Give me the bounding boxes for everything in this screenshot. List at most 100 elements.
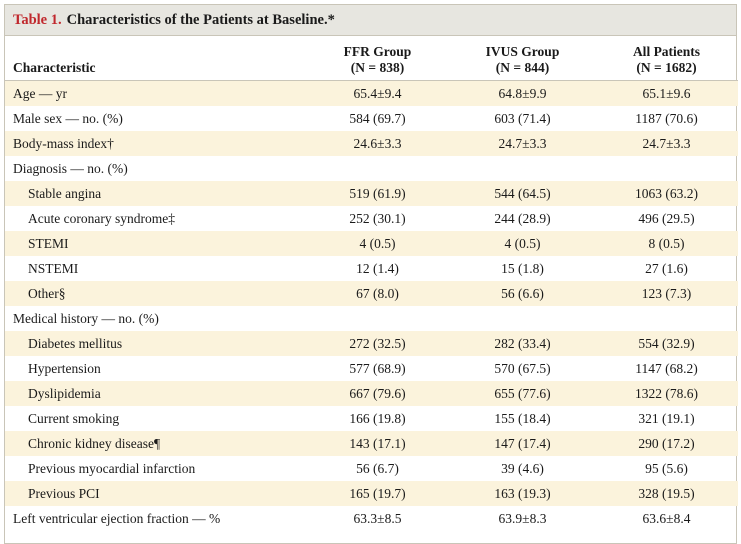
table-body: Age — yr 65.4±9.4 64.8±9.9 65.1±9.6 Male…: [5, 80, 738, 532]
header-ffr-group: FFR Group (N = 838): [305, 36, 450, 81]
cell-ivus: [450, 306, 595, 331]
table-row: Left ventricular ejection fraction — % 6…: [5, 506, 738, 531]
cell-all: 496 (29.5): [638, 211, 695, 226]
cell-all: 63.6±8.4: [642, 511, 691, 526]
row-label: Previous PCI: [5, 481, 305, 506]
cell-all: 554 (32.9): [595, 331, 738, 356]
cell-ffr: 252 (30.1): [349, 211, 406, 226]
cell-ivus: [450, 156, 595, 181]
cell-ivus: 64.8±9.9: [450, 80, 595, 106]
cell-ffr: 165 (19.7): [305, 481, 450, 506]
cell-ivus: 39 (4.6): [501, 461, 544, 476]
row-label: Dyslipidemia: [5, 381, 305, 406]
baseline-characteristics-table: Characteristic FFR Group (N = 838) IVUS …: [5, 36, 738, 531]
cell-all: 65.1±9.6: [595, 80, 738, 106]
header-characteristic: Characteristic: [5, 36, 305, 81]
cell-ffr: 667 (79.6): [305, 381, 450, 406]
header-ffr-count: (N = 838): [350, 60, 405, 75]
table-row-section: Diagnosis — no. (%): [5, 156, 738, 181]
table-row: Current smoking 166 (19.8) 155 (18.4) 32…: [5, 406, 738, 431]
cell-all: 1147 (68.2): [635, 361, 698, 376]
table-header-row: Characteristic FFR Group (N = 838) IVUS …: [5, 36, 738, 81]
section-label-diagnosis: Diagnosis — no. (%): [13, 161, 128, 176]
cell-ffr: 272 (32.5): [305, 331, 450, 356]
table-row: Male sex — no. (%) 584 (69.7) 603 (71.4)…: [5, 106, 738, 131]
header-all-count: (N = 1682): [636, 60, 697, 75]
row-label: Previous myocardial infarction: [28, 461, 196, 476]
cell-ffr: 143 (17.1): [305, 431, 450, 456]
row-label: STEMI: [5, 231, 305, 256]
cell-all: 123 (7.3): [595, 281, 738, 306]
cell-all: 8 (0.5): [595, 231, 738, 256]
table-row: Other§ 67 (8.0) 56 (6.6) 123 (7.3): [5, 281, 738, 306]
cell-ffr: [305, 306, 450, 331]
cell-all: 1187 (70.6): [635, 111, 698, 126]
cell-all: 24.7±3.3: [595, 131, 738, 156]
row-label: Other§: [5, 281, 305, 306]
cell-ffr: 577 (68.9): [349, 361, 406, 376]
cell-ffr: 4 (0.5): [305, 231, 450, 256]
cell-ivus: 544 (64.5): [450, 181, 595, 206]
section-label-medical-history: Medical history — no. (%): [13, 311, 159, 326]
table-row: Stable angina 519 (61.9) 544 (64.5) 1063…: [5, 181, 738, 206]
cell-all: 1063 (63.2): [595, 181, 738, 206]
cell-ivus: 56 (6.6): [450, 281, 595, 306]
cell-ivus: 63.9±8.3: [498, 511, 547, 526]
row-label: Hypertension: [28, 361, 101, 376]
cell-ivus: 603 (71.4): [494, 111, 551, 126]
table-row: Body-mass index† 24.6±3.3 24.7±3.3 24.7±…: [5, 131, 738, 156]
row-label: Current smoking: [28, 411, 120, 426]
cell-all: 328 (19.5): [595, 481, 738, 506]
cell-all: 1322 (78.6): [595, 381, 738, 406]
cell-ffr: 12 (1.4): [356, 261, 399, 276]
cell-ivus: 4 (0.5): [450, 231, 595, 256]
row-label: Age — yr: [5, 80, 305, 106]
cell-ffr: 65.4±9.4: [305, 80, 450, 106]
cell-all: 321 (19.1): [638, 411, 695, 426]
table-title: Characteristics of the Patients at Basel…: [66, 11, 335, 28]
cell-all: 95 (5.6): [645, 461, 688, 476]
header-ivus-group: IVUS Group (N = 844): [450, 36, 595, 81]
table-row: Previous PCI 165 (19.7) 163 (19.3) 328 (…: [5, 481, 738, 506]
table-row: STEMI 4 (0.5) 4 (0.5) 8 (0.5): [5, 231, 738, 256]
table-row: Acute coronary syndrome‡ 252 (30.1) 244 …: [5, 206, 738, 231]
cell-all: [595, 156, 738, 181]
cell-ivus: 655 (77.6): [450, 381, 595, 406]
cell-all: [595, 306, 738, 331]
table-row: NSTEMI 12 (1.4) 15 (1.8) 27 (1.6): [5, 256, 738, 281]
table-row-section: Medical history — no. (%): [5, 306, 738, 331]
cell-ivus: 155 (18.4): [494, 411, 551, 426]
row-label: Body-mass index†: [5, 131, 305, 156]
cell-ivus: 15 (1.8): [501, 261, 544, 276]
cell-ivus: 24.7±3.3: [450, 131, 595, 156]
row-label: Stable angina: [5, 181, 305, 206]
cell-ffr: 584 (69.7): [349, 111, 406, 126]
cell-ivus: 570 (67.5): [494, 361, 551, 376]
cell-ivus: 244 (28.9): [494, 211, 551, 226]
cell-ivus: 282 (33.4): [450, 331, 595, 356]
row-label: Chronic kidney disease¶: [5, 431, 305, 456]
cell-ivus: 147 (17.4): [450, 431, 595, 456]
cell-ffr: 24.6±3.3: [305, 131, 450, 156]
header-ffr-name: FFR Group: [343, 44, 412, 59]
cell-ffr: 166 (19.8): [349, 411, 406, 426]
table-row: Previous myocardial infarction 56 (6.7) …: [5, 456, 738, 481]
table-row: Diabetes mellitus 272 (32.5) 282 (33.4) …: [5, 331, 738, 356]
cell-ffr: [305, 156, 450, 181]
header-ivus-count: (N = 844): [495, 60, 550, 75]
cell-ffr: 56 (6.7): [356, 461, 399, 476]
cell-ffr: 519 (61.9): [305, 181, 450, 206]
cell-all: 290 (17.2): [595, 431, 738, 456]
table-number: Table 1.: [13, 11, 62, 28]
cell-all: 27 (1.6): [645, 261, 688, 276]
row-label: Acute coronary syndrome‡: [28, 211, 175, 226]
header-all-patients: All Patients (N = 1682): [595, 36, 738, 81]
cell-ffr: 63.3±8.5: [353, 511, 402, 526]
row-label: Left ventricular ejection fraction — %: [13, 511, 221, 526]
cell-ffr: 67 (8.0): [305, 281, 450, 306]
header-ivus-name: IVUS Group: [485, 44, 560, 59]
row-label: Male sex — no. (%): [13, 111, 123, 126]
table-row: Dyslipidemia 667 (79.6) 655 (77.6) 1322 …: [5, 381, 738, 406]
table-frame: Table 1. Characteristics of the Patients…: [4, 4, 738, 544]
header-all-name: All Patients: [632, 44, 701, 59]
